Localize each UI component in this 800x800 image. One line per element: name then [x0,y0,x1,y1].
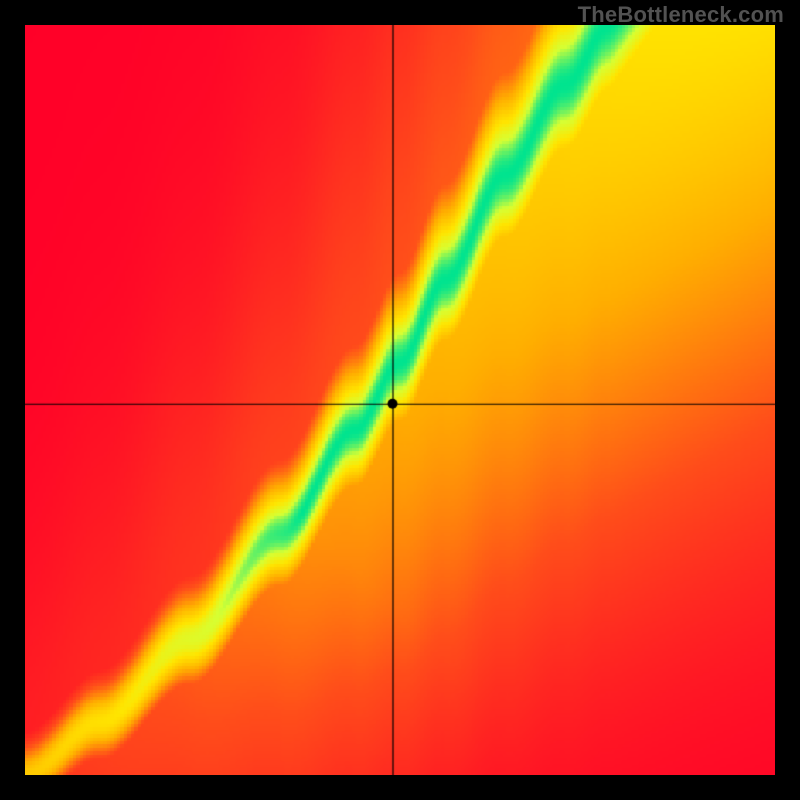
plot-area [25,25,775,775]
heatmap-canvas [25,25,775,775]
stage: TheBottleneck.com [0,0,800,800]
watermark-text: TheBottleneck.com [578,2,784,28]
